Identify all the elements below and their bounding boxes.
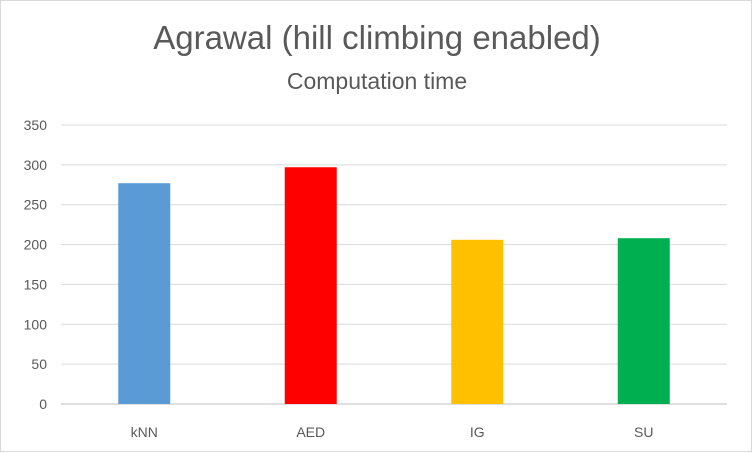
x-tick-label: kNN	[131, 424, 158, 440]
bar-ig	[451, 239, 504, 404]
chart-subtitle: Computation time	[286, 68, 468, 94]
bar-aed	[284, 167, 337, 404]
y-tick-label: 100	[24, 316, 48, 332]
y-tick-label: 350	[24, 117, 48, 133]
bar-knn	[118, 183, 171, 404]
y-tick-label: 300	[24, 157, 48, 173]
bar-su	[617, 238, 670, 404]
x-tick-label: SU	[634, 424, 653, 440]
x-tick-label: IG	[470, 424, 485, 440]
y-tick-label: 250	[24, 197, 48, 213]
y-tick-label: 200	[24, 237, 48, 253]
x-tick-label: AED	[296, 424, 325, 440]
y-tick-label: 0	[39, 396, 47, 412]
y-tick-label: 50	[31, 356, 47, 372]
chart-title: Agrawal (hill climbing enabled)	[153, 19, 601, 56]
y-tick-label: 150	[24, 276, 48, 292]
